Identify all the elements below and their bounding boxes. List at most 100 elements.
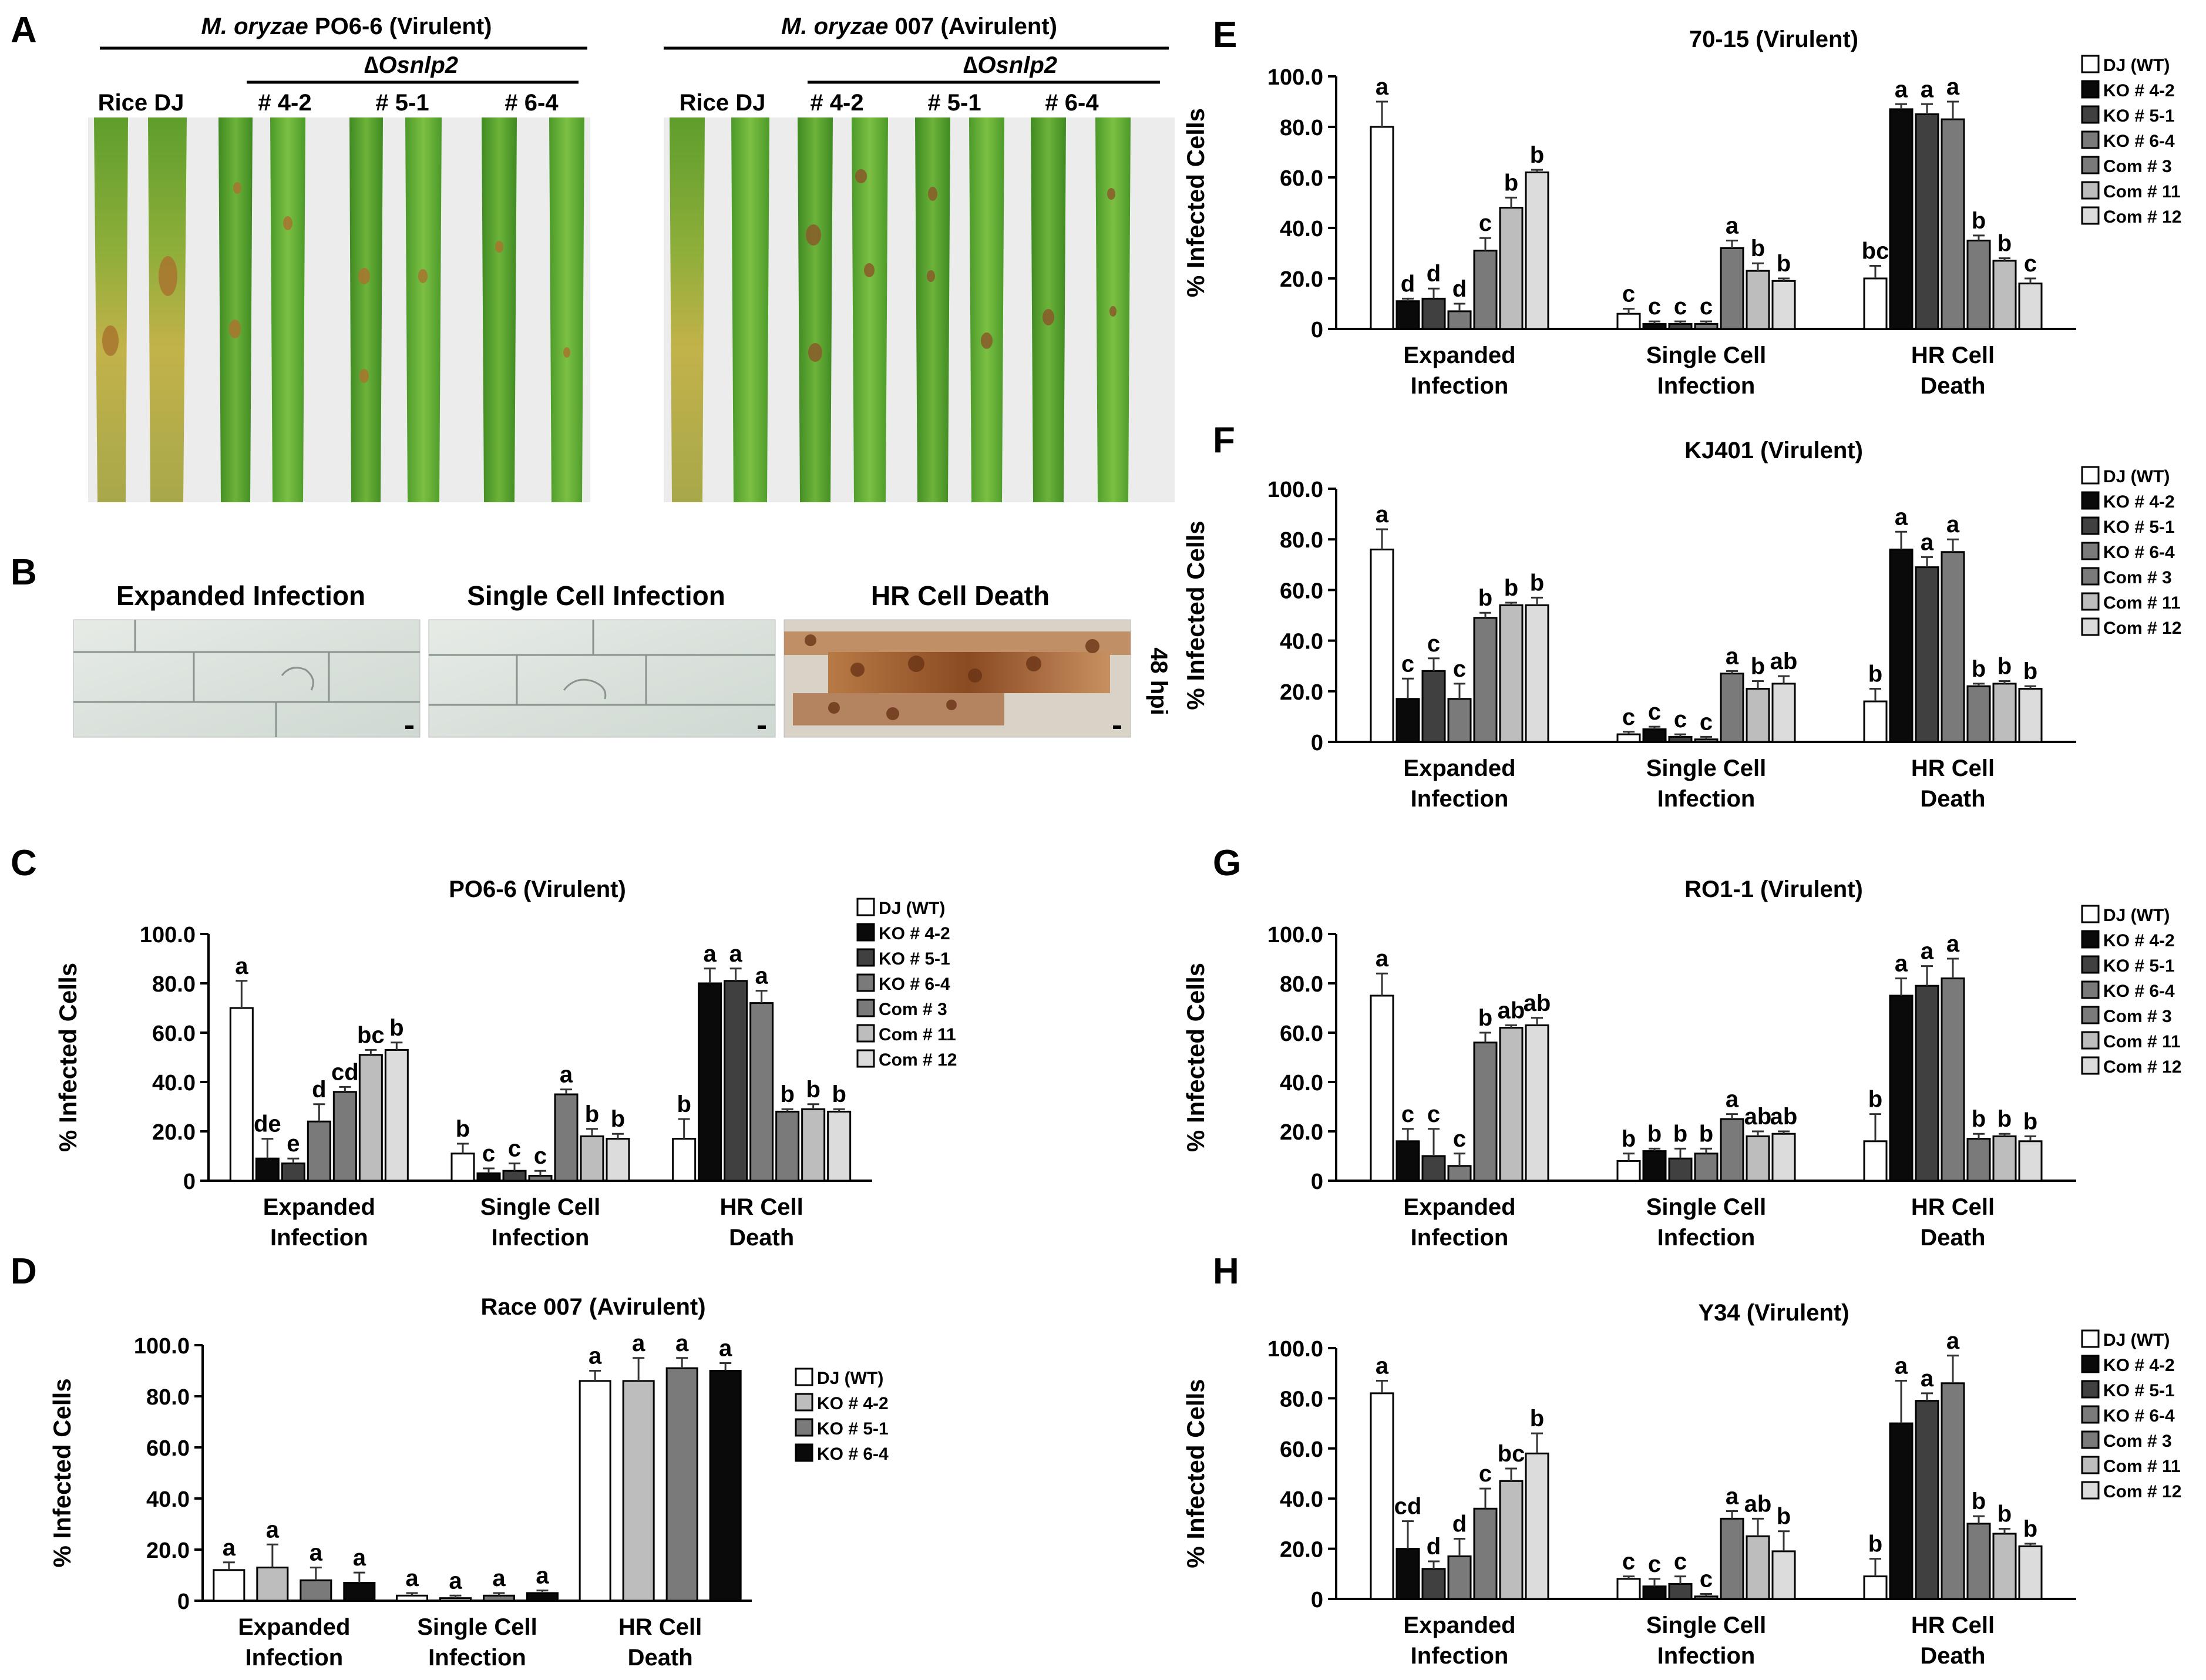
chart-f-sig-letter: c (1700, 709, 1713, 735)
chart-h-sig-letter: c (1648, 1551, 1661, 1577)
chart-g-sig-letter: b (1997, 1106, 2012, 1132)
chart-c-bar (332, 1091, 357, 1182)
chart-g-legend-label: KO # 6-4 (2103, 982, 2175, 1001)
chart-g-bar (1395, 1140, 1420, 1182)
chart-f-legend-swatch (2081, 592, 2100, 611)
chart-f-sig-letter: c (1674, 707, 1687, 733)
chart-f-sig-letter: c (1622, 704, 1635, 730)
chart-e-title: 70-15 (Virulent) (1689, 26, 1858, 52)
chart-c-bar (229, 1007, 254, 1182)
chart-g-sig-letter: a (1376, 946, 1389, 972)
chart-h-ytick-label: 20.0 (1280, 1538, 1323, 1563)
leaf (670, 117, 705, 502)
chart-e-bar (1395, 300, 1420, 330)
chart-h-bar (1370, 1392, 1394, 1600)
panel-label-c: C (11, 843, 37, 883)
chart-f-bar (1720, 673, 1744, 743)
chart-g-bar (1616, 1160, 1641, 1182)
chart-d-sig-letter: a (675, 1330, 689, 1356)
chart-c-bar (672, 1138, 697, 1182)
chart-h-category-label: Single Cell (1646, 1612, 1767, 1638)
chart-d-ytick-label: 40.0 (146, 1487, 190, 1512)
chart-c-legend-swatch (856, 1049, 875, 1068)
chart-g-legend-label: Com # 3 (2103, 1007, 2172, 1026)
chart-c-bar (528, 1175, 553, 1182)
chart-h-legend-label: Com # 11 (2103, 1457, 2181, 1476)
chart-g-ytick-label: 40.0 (1280, 1071, 1323, 1096)
panel-a-left-mutant: ∆Osnlp2 (364, 52, 458, 78)
chart-e-sig-letter: c (1700, 294, 1713, 320)
chart-e-ytick-label: 80.0 (1280, 116, 1323, 140)
chart-c-legend-swatch (856, 948, 875, 967)
chart-f-ytick-label: 80.0 (1280, 528, 1323, 553)
chart-g-bar (1642, 1150, 1667, 1182)
chart-f-category-label: HR Cell (1911, 755, 1995, 781)
chart-c-bar (724, 980, 748, 1182)
chart-h-bar (1889, 1422, 1914, 1600)
chart-h-legend-label: DJ (WT) (2103, 1330, 2170, 1350)
chart-f-category-label: Death (1920, 786, 1985, 812)
panel-a-right-line-1: # 4-2 (810, 90, 863, 116)
chart-e-bar (1915, 113, 1939, 330)
chart-g-sig-letter: b (1478, 1005, 1492, 1031)
chart-h-sig-letter: b (1868, 1531, 1882, 1557)
chart-h-sig-letter: cd (1394, 1494, 1422, 1520)
leaf (270, 117, 305, 502)
chart-h-bar (1746, 1535, 1770, 1600)
chart-h-bar (1525, 1452, 1549, 1600)
chart-c-legend-swatch (856, 999, 875, 1017)
chart-d-bar (483, 1594, 515, 1602)
chart-h-sig-letter: b (2023, 1516, 2037, 1542)
chart-g-bar (1499, 1027, 1524, 1182)
chart-f-sig-letter: a (1921, 529, 1934, 555)
chart-c-sig-letter: a (704, 941, 717, 967)
chart-f-ytick-label: 20.0 (1280, 680, 1323, 705)
chart-d-category-label: Death (628, 1645, 693, 1671)
chart-d-bar (343, 1582, 376, 1602)
chart-e-ytick-label: 60.0 (1280, 166, 1323, 191)
chart-g-bar (1941, 977, 1965, 1182)
panel-a-right-mutant: ∆Osnlp2 (963, 52, 1057, 78)
chart-g-bar (1992, 1135, 2017, 1182)
chart-h: Y34 (Virulent) % Infected Cells 0 20.0 40.0 6… (1182, 1300, 2181, 1669)
chart-f-category-label: Infection (1657, 786, 1756, 812)
chart-d-sig-letter: a (632, 1330, 645, 1356)
chart-h-sig-letter: c (1622, 1549, 1635, 1575)
chart-f-sig-letter: b (1868, 661, 1882, 687)
chart-c-sig-letter: b (389, 1015, 403, 1041)
chart-f-legend-swatch (2081, 617, 2100, 636)
chart-h-legend-swatch (2081, 1456, 2100, 1474)
chart-e-bar (1499, 207, 1524, 330)
chart-c-sig-letter: d (312, 1077, 326, 1103)
chart-f-category-label: Single Cell (1646, 755, 1767, 781)
chart-g-bar (1421, 1155, 1446, 1182)
chart-e-category-label: Death (1920, 373, 1985, 399)
chart-f-sig-letter: c (1648, 699, 1661, 725)
chart-g-bar (2018, 1140, 2043, 1182)
hr-stain-dots (805, 634, 1099, 720)
chart-h-bar (1694, 1595, 1719, 1600)
chart-g-sig-letter: ab (1524, 990, 1551, 1016)
chart-h-ytick-label: 60.0 (1280, 1437, 1323, 1462)
chart-h-bar (1966, 1523, 1991, 1600)
chart-f-ylabel: % Infected Cells (1182, 520, 1209, 710)
chart-h-sig-letter: b (1777, 1504, 1791, 1530)
chart-g-legend-label: Com # 11 (2103, 1032, 2181, 1051)
chart-f-bar (1966, 685, 1991, 743)
chart-f-sig-letter: b (1751, 654, 1765, 680)
chart-g-bar (1746, 1135, 1770, 1182)
chart-g-sig-letter: b (2023, 1108, 2037, 1134)
chart-d-sig-letter: a (536, 1563, 549, 1589)
chart-c-legend-label: Com # 12 (879, 1050, 957, 1070)
chart-f-bar (1370, 548, 1394, 743)
chart-h-ytick-label: 100.0 (1267, 1337, 1323, 1362)
chart-c-legend-swatch (856, 973, 875, 992)
chart-h-sig-letter: a (1921, 1366, 1934, 1392)
panel-b: B Expanded Infection Single Cell Infecti… (11, 552, 1172, 738)
chart-g-bar (1915, 985, 1939, 1182)
chart-h-sig-letter: b (1997, 1501, 2012, 1527)
leaf (349, 117, 383, 502)
micrograph-expanded (73, 619, 421, 738)
chart-f-bar (2018, 687, 2043, 743)
chart-e-legend-swatch (2081, 80, 2100, 99)
